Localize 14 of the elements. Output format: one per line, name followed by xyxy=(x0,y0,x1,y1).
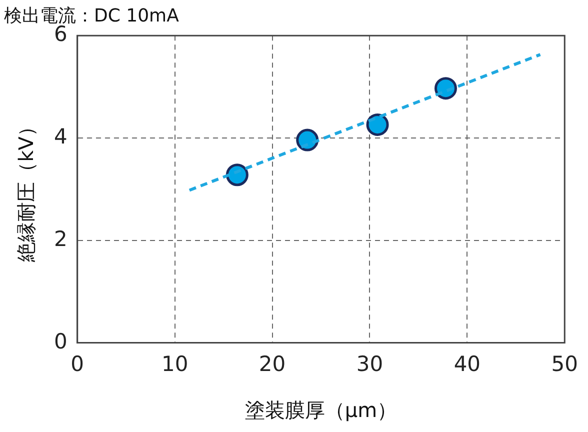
point xyxy=(226,164,248,186)
x-tick-label: 20 xyxy=(258,352,286,376)
x-tick-label: 10 xyxy=(161,352,188,376)
point xyxy=(366,113,389,136)
y-axis-title: 絶縁耐圧（kV） xyxy=(14,116,38,263)
x-axis-title: 塗装膜厚（μm） xyxy=(244,398,398,422)
x-tick-label: 50 xyxy=(551,352,578,376)
y-tick-label: 2 xyxy=(54,226,68,251)
x-tick-label: 40 xyxy=(454,352,481,376)
x-tick-label: 30 xyxy=(356,352,384,376)
y-tick-label: 0 xyxy=(54,329,68,354)
x-tick-label: 0 xyxy=(70,352,84,376)
y-tick-label: 4 xyxy=(54,124,68,148)
chart-title: 検出電流：DC 10mA xyxy=(4,5,180,26)
